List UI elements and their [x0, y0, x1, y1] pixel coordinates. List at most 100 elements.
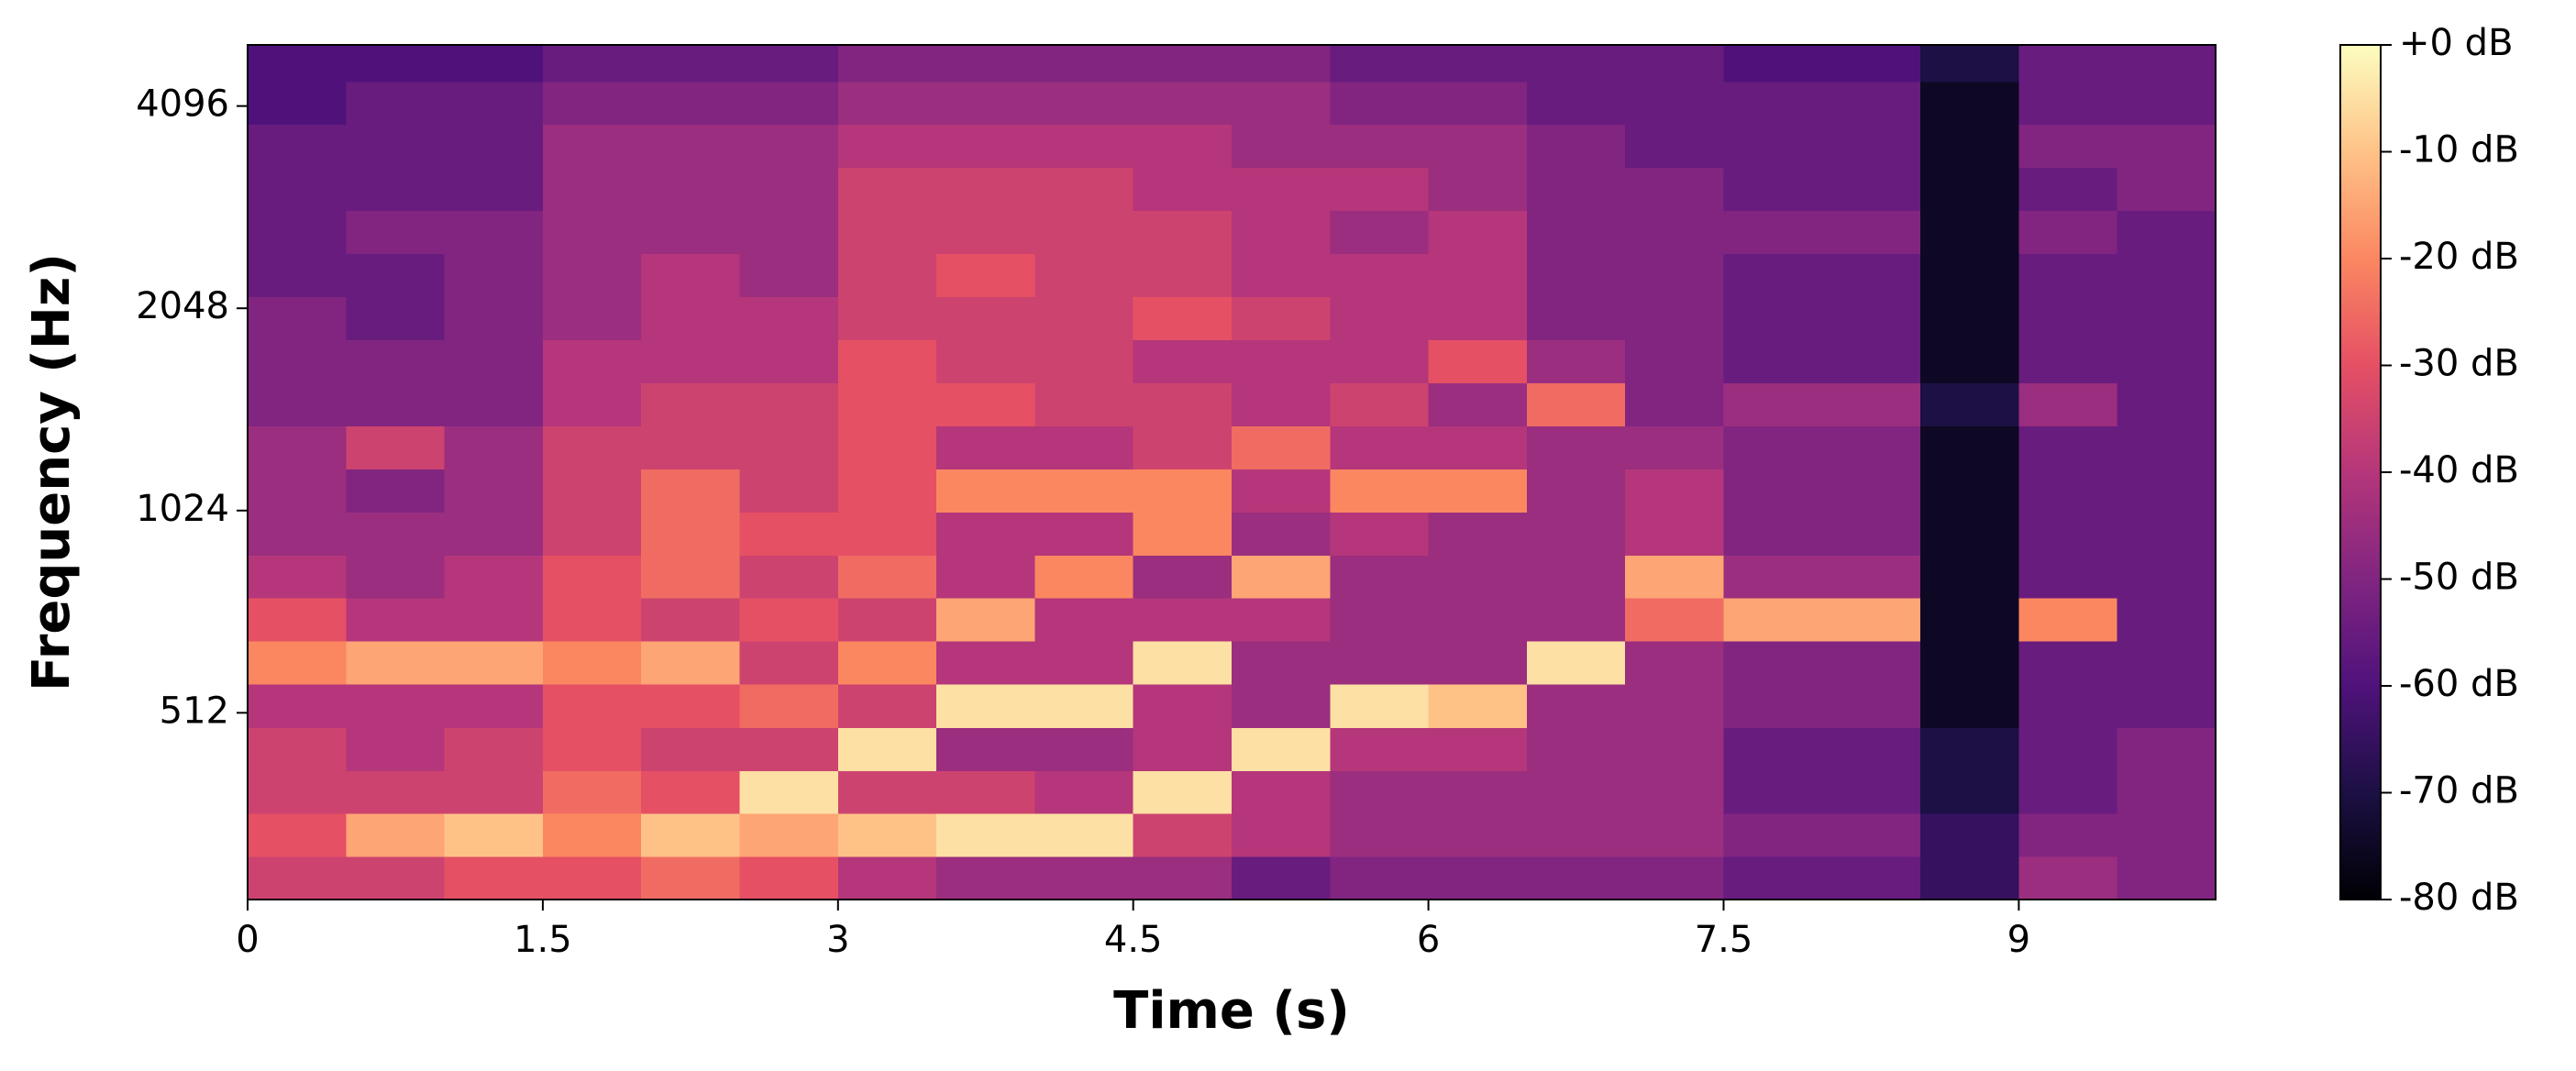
cell	[1232, 124, 1331, 169]
cell	[248, 382, 347, 426]
cell	[739, 684, 839, 728]
cell	[248, 167, 347, 212]
cell	[1526, 124, 1626, 169]
cell	[346, 856, 446, 900]
cell	[1034, 167, 1134, 212]
cell	[1034, 210, 1134, 255]
cell	[1723, 81, 1823, 126]
cell	[1330, 167, 1430, 212]
cell	[1920, 253, 2019, 298]
cell	[2117, 555, 2217, 599]
cell	[248, 640, 347, 685]
cell	[346, 469, 446, 513]
cell	[542, 598, 642, 642]
cell	[1034, 770, 1134, 814]
cell	[1920, 770, 2019, 814]
cell	[346, 425, 446, 469]
cell	[346, 770, 446, 814]
cell	[1723, 296, 1823, 340]
cell	[2018, 81, 2118, 126]
cell	[641, 296, 740, 340]
cell	[1625, 598, 1724, 642]
cell	[2117, 210, 2217, 255]
cell	[2018, 124, 2118, 169]
cell	[2018, 167, 2118, 212]
cell	[1428, 425, 1528, 469]
cell	[1330, 640, 1430, 685]
cell	[936, 856, 1035, 900]
cell	[1625, 382, 1724, 426]
cell	[2018, 296, 2118, 340]
cell	[542, 253, 642, 298]
cell	[2018, 253, 2118, 298]
cell	[1428, 469, 1528, 513]
cell	[1232, 339, 1331, 383]
cell	[1133, 598, 1233, 642]
cell	[444, 124, 544, 169]
cell	[739, 727, 839, 771]
cell	[248, 296, 347, 340]
cell	[2117, 812, 2217, 857]
cell	[641, 81, 740, 126]
cell	[1920, 598, 2019, 642]
cell	[248, 727, 347, 771]
cell	[1625, 296, 1724, 340]
cell	[739, 555, 839, 599]
cell	[1034, 45, 1134, 83]
cell	[1526, 296, 1626, 340]
cell	[1625, 81, 1724, 126]
cell	[444, 469, 544, 513]
cell	[1133, 512, 1233, 556]
cell	[1133, 81, 1233, 126]
cell	[1330, 770, 1430, 814]
cell	[346, 812, 446, 857]
colorbar-tick-label: -80 dB	[2399, 877, 2519, 919]
cell	[2117, 124, 2217, 169]
cell	[2117, 598, 2217, 642]
cell	[2117, 81, 2217, 126]
cell	[542, 167, 642, 212]
cell	[542, 684, 642, 728]
cell	[1821, 598, 1921, 642]
cell	[1232, 598, 1331, 642]
cell	[1330, 684, 1430, 728]
cell	[1428, 339, 1528, 383]
cell	[1034, 124, 1134, 169]
cell	[1133, 727, 1233, 771]
cell	[1526, 512, 1626, 556]
cell	[1625, 727, 1724, 771]
cell	[444, 339, 544, 383]
cell	[2018, 598, 2118, 642]
cell	[1428, 81, 1528, 126]
cell	[2117, 382, 2217, 426]
cell	[1723, 425, 1823, 469]
cell	[1723, 856, 1823, 900]
cell	[2018, 856, 2118, 900]
cell	[641, 253, 740, 298]
cell	[936, 425, 1035, 469]
cell	[1526, 598, 1626, 642]
cell	[444, 167, 544, 212]
cell	[1330, 812, 1430, 857]
cell	[346, 124, 446, 169]
cell	[1723, 812, 1823, 857]
cell	[1526, 210, 1626, 255]
cell	[346, 382, 446, 426]
cell	[1428, 210, 1528, 255]
cell	[1133, 210, 1233, 255]
cell	[542, 339, 642, 383]
cell	[1821, 339, 1921, 383]
cell	[2117, 45, 2217, 83]
cell	[1526, 555, 1626, 599]
cell	[1330, 598, 1430, 642]
cell	[1133, 124, 1233, 169]
cell	[1526, 339, 1626, 383]
cell	[837, 339, 937, 383]
cell	[2018, 512, 2118, 556]
cell	[346, 296, 446, 340]
cell	[1133, 812, 1233, 857]
cell	[542, 727, 642, 771]
cell	[1232, 253, 1331, 298]
cell	[346, 598, 446, 642]
cell	[641, 339, 740, 383]
